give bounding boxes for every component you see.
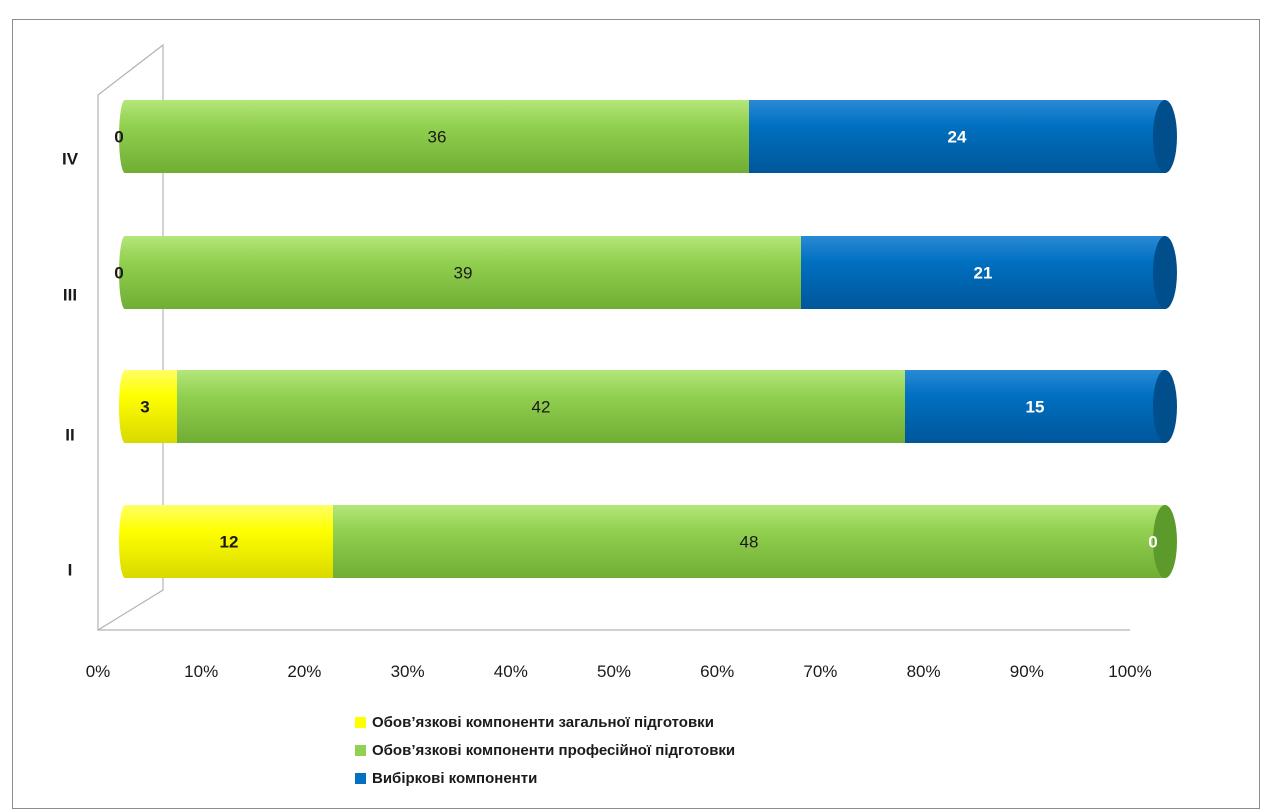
bar-segment-I-series-0 bbox=[125, 505, 333, 578]
bar-end-cap-I bbox=[1153, 505, 1177, 578]
x-tick-label: 70% bbox=[803, 662, 837, 681]
x-axis-ticks: 0% 10% 20% 30% 40% 50% 60% 70% 80% 90% 100% bbox=[86, 662, 1152, 681]
x-tick-label: 50% bbox=[597, 662, 631, 681]
chart-3d-walls bbox=[97, 43, 1130, 632]
legend-swatch-general bbox=[355, 716, 366, 728]
x-tick-label: 90% bbox=[1010, 662, 1044, 681]
bar-segment-IV-series-2 bbox=[749, 100, 1165, 173]
legend-label-elective: Вибіркові компоненти bbox=[372, 769, 538, 787]
x-tick-label: 20% bbox=[287, 662, 321, 681]
data-label-I-series-2: 0 bbox=[1148, 533, 1157, 552]
x-tick-label: 40% bbox=[494, 662, 528, 681]
data-label-I-series-0: 12 bbox=[220, 533, 239, 552]
bar-start-cap-I bbox=[119, 505, 131, 578]
data-label-III-series-0: 0 bbox=[114, 264, 123, 283]
legend-swatch-professional bbox=[355, 744, 366, 756]
bar-segment-III-series-2 bbox=[801, 236, 1165, 309]
bar-start-cap-III bbox=[119, 236, 131, 309]
bar-segment-IV-series-1 bbox=[125, 100, 749, 173]
data-label-IV-series-1: 36 bbox=[428, 128, 447, 147]
category-label-III: III bbox=[63, 286, 77, 305]
data-label-I-series-1: 48 bbox=[740, 533, 759, 552]
data-label-IV-series-0: 0 bbox=[114, 128, 123, 147]
bars-layer: 12 48 0 3 42 15 0 39 21 0 36 24 bbox=[114, 100, 1177, 578]
bar-segment-II-series-2 bbox=[905, 370, 1165, 443]
bar-segment-I-series-1 bbox=[333, 505, 1165, 578]
x-tick-label: 0% bbox=[86, 662, 111, 681]
legend-item-professional: Обов’язкові компоненти професійної підго… bbox=[355, 736, 735, 764]
bar-end-cap-IV bbox=[1153, 100, 1177, 173]
bar-segment-III-series-1 bbox=[125, 236, 801, 309]
data-label-III-series-2: 21 bbox=[974, 264, 993, 283]
legend-item-general: Обов’язкові компоненти загальної підгото… bbox=[355, 708, 735, 736]
bar-segment-II-series-0 bbox=[125, 370, 177, 443]
data-label-II-series-2: 15 bbox=[1026, 398, 1045, 417]
bar-end-cap-III bbox=[1153, 236, 1177, 309]
legend-label-professional: Обов’язкові компоненти професійної підго… bbox=[372, 741, 736, 759]
bar-start-cap-IV bbox=[119, 100, 131, 173]
x-tick-label: 60% bbox=[700, 662, 734, 681]
category-label-IV: IV bbox=[62, 150, 79, 169]
x-tick-label: 10% bbox=[184, 662, 218, 681]
data-label-IV-series-2: 24 bbox=[948, 128, 967, 147]
legend-item-elective: Вибіркові компоненти bbox=[355, 764, 735, 792]
data-label-II-series-1: 42 bbox=[532, 398, 551, 417]
legend: Обов’язкові компоненти загальної підгото… bbox=[355, 708, 735, 792]
category-label-I: I bbox=[68, 561, 73, 580]
data-label-III-series-1: 39 bbox=[454, 264, 473, 283]
bar-end-cap-II bbox=[1153, 370, 1177, 443]
x-tick-label: 80% bbox=[907, 662, 941, 681]
data-label-II-series-0: 3 bbox=[140, 398, 149, 417]
category-label-II: II bbox=[65, 426, 74, 445]
bar-start-cap-II bbox=[119, 370, 131, 443]
legend-swatch-elective bbox=[355, 772, 366, 784]
x-tick-label: 30% bbox=[391, 662, 425, 681]
x-tick-label: 100% bbox=[1108, 662, 1151, 681]
legend-label-general: Обов’язкові компоненти загальної підгото… bbox=[372, 713, 714, 731]
bar-segment-II-series-1 bbox=[177, 370, 905, 443]
